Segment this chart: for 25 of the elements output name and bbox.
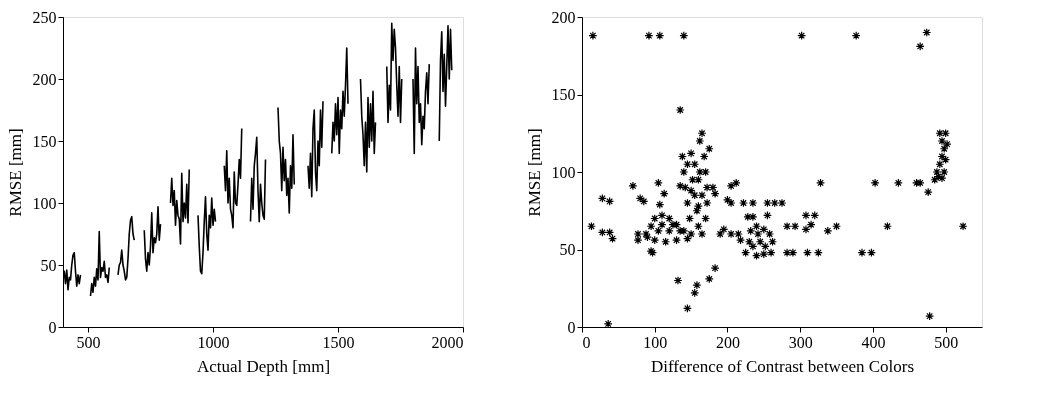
y-tick-label: 50 bbox=[40, 256, 57, 274]
x-tick-label: 400 bbox=[861, 333, 886, 351]
y-tick-label: 0 bbox=[567, 318, 576, 336]
y-tick-label: 100 bbox=[32, 194, 57, 212]
y-axis-title: RMSE [mm] bbox=[5, 128, 25, 217]
x-tick-label: 300 bbox=[788, 333, 813, 351]
x-tick-label: 100 bbox=[643, 333, 668, 351]
x-tick-label: 200 bbox=[715, 333, 740, 351]
x-axis-title: Actual Depth [mm] bbox=[196, 356, 331, 376]
x-tick-label: 500 bbox=[934, 333, 959, 351]
x-axis-title: Difference of Contrast between Colors bbox=[650, 356, 915, 376]
y-tick-label: 0 bbox=[48, 318, 57, 336]
x-tick-label: 1000 bbox=[197, 333, 230, 351]
y-tick-label: 200 bbox=[32, 70, 57, 88]
y-tick-label: 200 bbox=[551, 8, 576, 26]
y-tick-label: 150 bbox=[32, 132, 57, 150]
y-tick-label: 100 bbox=[551, 163, 576, 181]
y-tick-label: 150 bbox=[551, 86, 576, 103]
x-tick-label: 1500 bbox=[322, 333, 355, 351]
x-tick-label: 0 bbox=[582, 333, 591, 351]
y-axis-title: RMSE [mm] bbox=[524, 128, 544, 217]
x-tick-label: 500 bbox=[76, 333, 101, 351]
x-tick-label: 2000 bbox=[431, 333, 464, 351]
y-tick-label: 250 bbox=[32, 8, 57, 26]
y-tick-label: 50 bbox=[559, 241, 576, 258]
